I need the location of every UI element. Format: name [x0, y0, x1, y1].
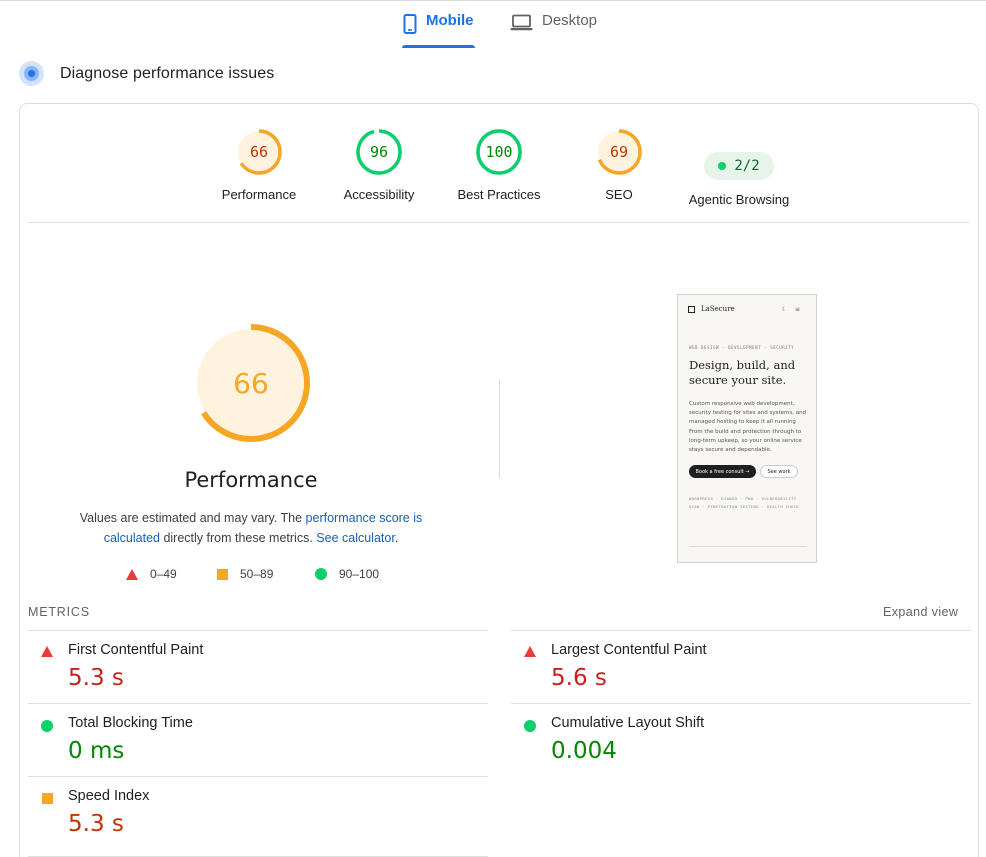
divider	[28, 222, 970, 223]
note-text-1: Values are estimated and may vary. The	[79, 511, 306, 525]
score-value: 100	[485, 143, 512, 161]
expand-view-button[interactable]: Expand view	[883, 605, 959, 619]
score-performance[interactable]: 66 Performance	[199, 127, 319, 202]
score-label: Accessibility	[343, 187, 415, 202]
tab-mobile[interactable]: Mobile	[403, 12, 474, 48]
vertical-divider	[499, 380, 500, 478]
metric-largest-contentful-paint: Largest Contentful Paint 5.6 s	[511, 630, 971, 703]
fail-triangle-icon	[126, 568, 138, 580]
site-body: Custom responsive web development, secur…	[689, 401, 807, 454]
metric-name: Largest Contentful Paint	[551, 642, 707, 658]
performance-score-large: 66	[233, 367, 269, 400]
metric-total-blocking-time: Total Blocking Time 0 ms	[28, 703, 488, 776]
section-title: Diagnose performance issues	[60, 64, 275, 82]
metric-name: Total Blocking Time	[68, 715, 193, 731]
tab-desktop[interactable]: Desktop	[510, 12, 597, 48]
score-value: 96	[370, 143, 388, 161]
legend-average: 50–89	[217, 567, 273, 581]
see-calculator-link[interactable]: See calculator	[316, 531, 395, 545]
metric-value: 5.6 s	[551, 665, 607, 691]
site-cta-primary: Book a free consult →	[689, 465, 756, 478]
site-menu-icons: ☾ ≡	[781, 306, 803, 313]
report-card	[19, 103, 979, 857]
agentic-badge: 2/2	[704, 152, 774, 180]
average-square-icon	[42, 793, 53, 804]
performance-title: Performance	[184, 468, 318, 492]
gauge-arc	[236, 129, 282, 175]
device-tabs: Mobile Desktop	[0, 0, 986, 50]
legend-fail-label: 0–49	[150, 567, 177, 581]
agentic-label: Agentic Browsing	[688, 192, 790, 207]
laptop-icon	[510, 14, 533, 36]
score-note: Values are estimated and may vary. The p…	[68, 508, 434, 548]
metric-speed-index: Speed Index 5.3 s	[28, 776, 488, 849]
gauge-background	[478, 131, 520, 173]
gauge-background	[598, 131, 640, 173]
pass-circle-icon	[524, 720, 536, 732]
metric-value: 5.3 s	[68, 811, 124, 837]
site-logo-icon	[688, 305, 695, 313]
average-square-icon	[217, 568, 228, 580]
score-best-practices[interactable]: 100 Best Practices	[439, 127, 559, 202]
metric-cumulative-layout-shift: Cumulative Layout Shift 0.004	[511, 703, 971, 776]
performance-gauge-large: 66	[190, 322, 312, 444]
pass-circle-icon	[41, 720, 53, 732]
gauge-arc	[596, 129, 642, 175]
score-value: 69	[610, 143, 628, 161]
metric-name: Cumulative Layout Shift	[551, 715, 705, 731]
performance-score-link[interactable]: performance score is calculated	[103, 511, 423, 545]
top-border	[0, 0, 986, 1]
metric-value: 0.004	[551, 738, 617, 764]
gauge-background	[197, 329, 305, 437]
score-label: SEO	[605, 187, 633, 202]
gauge-arc	[192, 324, 310, 442]
smartphone-icon	[403, 14, 417, 38]
diagnose-header: Diagnose performance issues	[19, 61, 274, 86]
metrics-heading: METRICS	[28, 605, 90, 619]
score-label: Best Practices	[457, 187, 541, 202]
gauge-background	[358, 131, 400, 173]
pass-circle-icon	[315, 568, 327, 580]
score-label: Performance	[221, 187, 297, 202]
score-gauge: 66	[236, 129, 282, 175]
final-screenshot[interactable]: LaSecure ☾ ≡ WEB DESIGN · DEVELOPMENT · …	[677, 294, 817, 563]
fail-triangle-icon	[41, 646, 53, 657]
pass-dot-icon	[718, 162, 727, 170]
metric-value: 5.3 s	[68, 665, 124, 691]
legend-fail: 0–49	[126, 567, 177, 581]
score-gauge: 100	[476, 129, 522, 175]
active-tab-indicator	[402, 45, 475, 48]
tab-mobile-label: Mobile	[426, 12, 474, 29]
score-gauge: 96	[356, 129, 402, 175]
site-cta-secondary: See work	[760, 465, 798, 478]
agentic-value: 2/2	[734, 158, 760, 174]
score-agentic-browsing[interactable]: 2/2 Agentic Browsing	[679, 126, 799, 207]
metric-first-contentful-paint: First Contentful Paint 5.3 s	[28, 630, 488, 703]
gauge-background	[238, 131, 280, 173]
score-accessibility[interactable]: 96 Accessibility	[319, 127, 439, 202]
site-heading: Design, build, and secure your site.	[689, 358, 796, 387]
metric-value: 0 ms	[68, 738, 125, 764]
note-text-3: .	[394, 531, 399, 545]
site-brand: LaSecure	[701, 305, 735, 313]
fail-triangle-icon	[524, 646, 536, 657]
site-tagline: WEB DESIGN · DEVELOPMENT · SECURITY	[689, 345, 795, 350]
score-seo[interactable]: 69 SEO	[559, 127, 679, 202]
gauge-arc	[476, 129, 522, 175]
score-gauge: 69	[596, 129, 642, 175]
metric-name: Speed Index	[68, 788, 150, 804]
site-tags: WORDPRESS · DJANGO · PWA · VULNERABILITY…	[689, 496, 800, 509]
score-value: 66	[250, 143, 268, 161]
legend-average-label: 50–89	[240, 567, 274, 581]
site-footer-line	[689, 546, 807, 547]
performance-diagnostics-icon	[19, 61, 44, 86]
gauge-arc	[356, 129, 402, 175]
site-header: LaSecure	[688, 305, 735, 313]
note-text-2: directly from these metrics.	[159, 531, 317, 545]
legend-pass: 90–100	[315, 567, 379, 581]
tab-desktop-label: Desktop	[542, 12, 598, 29]
metric-name: First Contentful Paint	[68, 642, 204, 658]
legend-pass-label: 90–100	[339, 567, 380, 581]
